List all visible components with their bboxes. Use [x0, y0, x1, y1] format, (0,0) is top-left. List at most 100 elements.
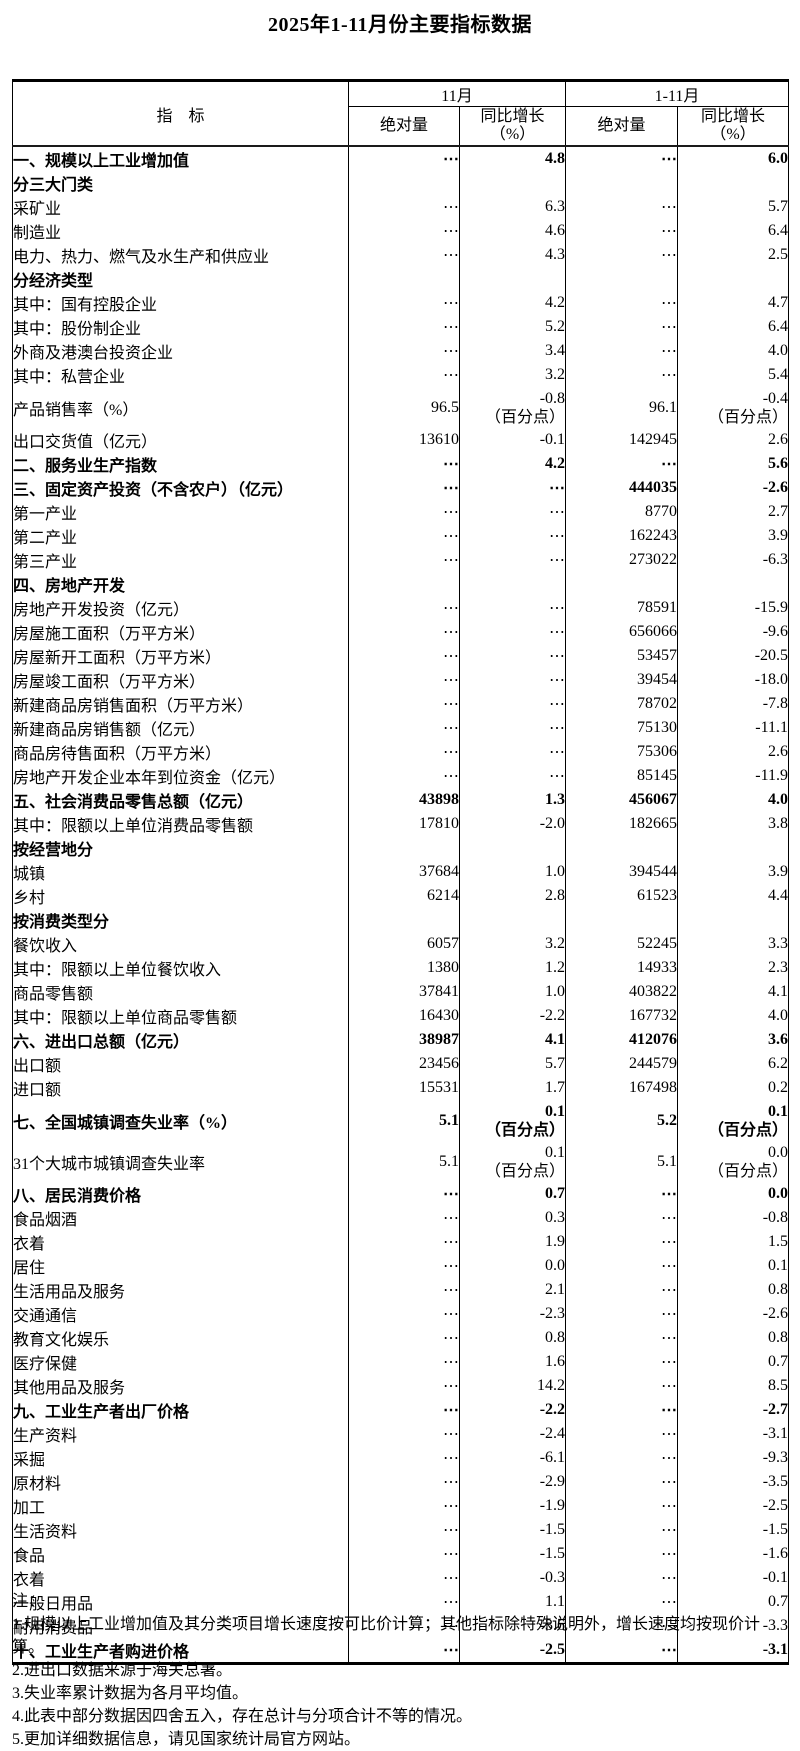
table-row: 居住 ⋯ 0.0 ⋯ 0.1	[13, 1254, 789, 1278]
table-row: 商品房待售面积（万平方米） ⋯ ⋯ 75306 2.6	[13, 740, 789, 764]
value-cell: -2.0	[458, 812, 566, 836]
header-row-periods: 指 标 11月 1-11月	[12, 80, 789, 147]
indicator-cell: 加工	[13, 1500, 46, 1517]
value-cell: 52245	[565, 932, 678, 956]
value-cell: 75306	[565, 740, 678, 764]
value-cell: 96.5	[348, 387, 460, 428]
indicator-cell: 房屋新开工面积（万平方米）	[13, 650, 222, 667]
value-cell: ⋯	[565, 339, 678, 363]
value-cell: -2.3	[458, 1302, 566, 1326]
value-cell: ⋯	[348, 363, 460, 387]
value-cell: ⋯	[565, 1422, 678, 1446]
value-cell: 16430	[348, 1004, 460, 1028]
table-row: 其中：股份制企业 ⋯ 5.2 ⋯ 6.4	[13, 315, 789, 339]
indicator-cell: 第二产业	[13, 530, 78, 547]
value-cell: 656066	[565, 620, 678, 644]
value-cell: -0.3	[458, 1566, 566, 1590]
table-row: 交通通信 ⋯ -2.3 ⋯ -2.6	[13, 1302, 789, 1326]
value-cell: 4.3	[458, 243, 566, 267]
value-cell: ⋯	[565, 1230, 678, 1254]
table-row: 九、工业生产者出厂价格 ⋯ -2.2 ⋯ -2.7	[13, 1398, 789, 1422]
value-cell: 38987	[348, 1028, 460, 1052]
value-cell: 78702	[565, 692, 678, 716]
indicator-cell: 其中：私营企业	[13, 369, 126, 386]
table-row: 生产资料 ⋯ -2.4 ⋯ -3.1	[13, 1422, 789, 1446]
value-cell: ⋯	[565, 1326, 678, 1350]
value-cell: ⋯	[348, 1590, 460, 1614]
value-cell: 167732	[565, 1004, 678, 1028]
value-cell	[565, 267, 678, 291]
column-header-nov-growth: 同比增长 （%）	[458, 106, 566, 147]
table-row: 餐饮收入 6057 3.2 52245 3.3	[13, 932, 789, 956]
value-cell: -2.6	[677, 476, 789, 500]
indicator-cell: 乡村	[13, 890, 46, 907]
value-cell: -3.5	[677, 1470, 789, 1494]
value-cell: 403822	[565, 980, 678, 1004]
value-number: 0.1	[545, 1143, 566, 1161]
value-cell	[458, 267, 566, 291]
value-cell: -15.9	[677, 596, 789, 620]
column-header-november: 11月	[347, 80, 566, 107]
value-cell: ⋯	[565, 315, 678, 339]
indicator-cell: 采矿业	[13, 201, 62, 218]
table-row: 七、全国城镇调查失业率（%） 5.1 0.1 （百分点） 5.2 0.1 （百分点）	[13, 1100, 789, 1141]
indicator-cell: 生活资料	[13, 1524, 78, 1541]
value-cell: 1380	[348, 956, 460, 980]
value-cell: 3.9	[677, 860, 789, 884]
value-cell	[458, 171, 566, 195]
value-cell: ⋯	[458, 500, 566, 524]
value-cell: 39454	[565, 668, 678, 692]
growth-header-line1: 同比增长	[701, 108, 766, 125]
value-cell: ⋯	[458, 524, 566, 548]
value-number: 0.0	[768, 1143, 789, 1161]
value-cell: ⋯	[348, 1470, 460, 1494]
value-cell: 1.0	[458, 980, 566, 1004]
value-cell: 3.6	[677, 1028, 789, 1052]
value-cell: 2.5	[677, 243, 789, 267]
value-cell: ⋯	[348, 1446, 460, 1470]
value-cell: 3.8	[677, 812, 789, 836]
value-cell: -2.2	[458, 1398, 566, 1422]
indicator-cell: 其中：限额以上单位餐饮收入	[13, 962, 222, 979]
value-cell: ⋯	[565, 291, 678, 315]
value-cell: 6057	[348, 932, 460, 956]
value-cell	[348, 171, 460, 195]
value-cell: 0.3	[458, 1206, 566, 1230]
column-header-cum-absolute: 绝对量	[565, 106, 678, 147]
table-row: 房屋施工面积（万平方米） ⋯ ⋯ 656066 -9.6	[13, 620, 789, 644]
value-cell: -3.3	[677, 1614, 789, 1638]
table-row: 其中：限额以上单位商品零售额 16430 -2.2 167732 4.0	[13, 1004, 789, 1028]
value-cell: 3.4	[458, 339, 566, 363]
table-row: 第一产业 ⋯ ⋯ 8770 2.7	[13, 500, 789, 524]
value-cell: ⋯	[348, 692, 460, 716]
table-row: 采掘 ⋯ -6.1 ⋯ -9.3	[13, 1446, 789, 1470]
value-cell: 1.7	[458, 1076, 566, 1100]
value-cell: 0.8	[677, 1278, 789, 1302]
value-cell: ⋯	[458, 620, 566, 644]
growth-header-line2: （%）	[489, 126, 536, 143]
value-cell: ⋯	[565, 1350, 678, 1374]
value-cell: ⋯	[348, 524, 460, 548]
table-row: 乡村 6214 2.8 61523 4.4	[13, 884, 789, 908]
value-cell: 167498	[565, 1076, 678, 1100]
value-unit-note: （百分点）	[485, 1162, 566, 1180]
table-row: 分经济类型	[13, 267, 789, 291]
value-cell: 78591	[565, 596, 678, 620]
value-cell: -1.5	[677, 1518, 789, 1542]
indicator-cell: 出口额	[13, 1058, 62, 1075]
value-unit-note: （百分点）	[485, 1121, 566, 1139]
value-cell: 0.0	[677, 1182, 789, 1206]
value-cell: ⋯	[565, 195, 678, 219]
indicator-cell: 新建商品房销售额（亿元）	[13, 722, 206, 739]
indicator-cell: 十、工业生产者购进价格	[13, 1644, 190, 1661]
value-cell: 17810	[348, 812, 460, 836]
value-cell: ⋯	[565, 452, 678, 476]
value-cell: ⋯	[565, 1614, 678, 1638]
value-cell: 6.4	[677, 315, 789, 339]
table-row: 外商及港澳台投资企业 ⋯ 3.4 ⋯ 4.0	[13, 339, 789, 363]
value-cell: 3.2	[458, 363, 566, 387]
indicator-cell: 制造业	[13, 225, 62, 242]
table-row: 31个大城市城镇调查失业率 5.1 0.1 （百分点） 5.1 0.0 （百分点）	[13, 1141, 789, 1182]
value-cell: ⋯	[458, 548, 566, 572]
value-cell: -3.1	[677, 1422, 789, 1446]
